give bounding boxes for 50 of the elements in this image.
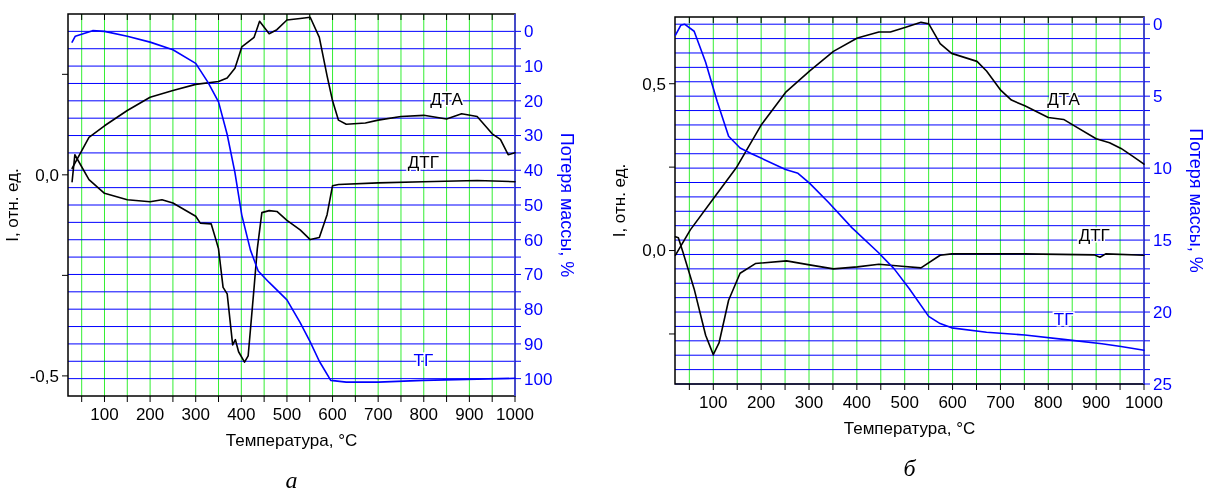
x-tick-label: 400 bbox=[842, 393, 872, 412]
y-tick-label: 0,0 bbox=[35, 165, 59, 185]
y2-tick-label: 0 bbox=[524, 22, 534, 42]
y-tick-label: -0,5 bbox=[29, 366, 59, 386]
x-tick-label: 900 bbox=[455, 405, 484, 424]
x-tick-label: 100 bbox=[90, 405, 119, 424]
y-axis-title: I, отн. ед. bbox=[610, 163, 629, 238]
x-tick-label: 500 bbox=[890, 393, 919, 412]
x-axis-title: Температура, °C bbox=[225, 431, 358, 450]
y2-tick-label: 10 bbox=[524, 57, 543, 77]
x-tick-label: 800 bbox=[1034, 393, 1063, 412]
y2-tick-label: 10 bbox=[1153, 159, 1172, 179]
y2-axis-title: Потеря массы, % bbox=[557, 132, 577, 278]
x-tick-label: 200 bbox=[746, 393, 776, 412]
y2-tick-label: 70 bbox=[524, 265, 543, 285]
x-axis-title: Температура, °C bbox=[843, 419, 976, 438]
y2-tick-label: 100 bbox=[524, 369, 553, 389]
y2-tick-label: 20 bbox=[524, 91, 543, 111]
y2-tick-label: 80 bbox=[524, 300, 543, 320]
y-tick-label: 0,5 bbox=[642, 74, 666, 94]
y2-axis-title: Потеря массы, % bbox=[1186, 128, 1206, 273]
y-axis-title: I, отн. ед. bbox=[3, 168, 22, 242]
y2-tick-label: 20 bbox=[1153, 302, 1172, 322]
y2-tick-label: 90 bbox=[524, 334, 543, 354]
text: а bbox=[285, 467, 298, 493]
x-tick-label: 1000 bbox=[1125, 393, 1163, 412]
text: б bbox=[903, 455, 917, 481]
y2-tick-label: 5 bbox=[1153, 87, 1163, 107]
y2-tick-label: 50 bbox=[524, 195, 543, 215]
x-tick-label: 700 bbox=[363, 405, 393, 424]
y2-tick-label: 15 bbox=[1153, 231, 1172, 251]
x-tick-label: 300 bbox=[181, 405, 210, 424]
y2-tick-label: 60 bbox=[524, 230, 543, 250]
x-tick-label: 400 bbox=[227, 405, 256, 424]
y2-tick-label: 40 bbox=[524, 161, 543, 181]
y2-tick-label: 30 bbox=[524, 126, 543, 146]
x-tick-label: 100 bbox=[699, 393, 728, 412]
y2-tick-label: 25 bbox=[1153, 374, 1172, 394]
x-tick-label: 900 bbox=[1081, 393, 1111, 412]
y2-tick-label: 0 bbox=[1153, 15, 1163, 35]
x-tick-label: 700 bbox=[986, 393, 1015, 412]
x-tick-label: 800 bbox=[409, 405, 438, 424]
x-tick-label: 600 bbox=[318, 405, 347, 424]
x-tick-label: 200 bbox=[135, 405, 165, 424]
x-tick-label: 600 bbox=[938, 393, 967, 412]
x-tick-label: 500 bbox=[272, 405, 302, 424]
series-label: ДТГ bbox=[1078, 225, 1110, 245]
x-tick-label: 300 bbox=[794, 393, 824, 412]
x-tick-label: 1000 bbox=[496, 405, 534, 424]
y-tick-label: 0,0 bbox=[642, 241, 666, 261]
